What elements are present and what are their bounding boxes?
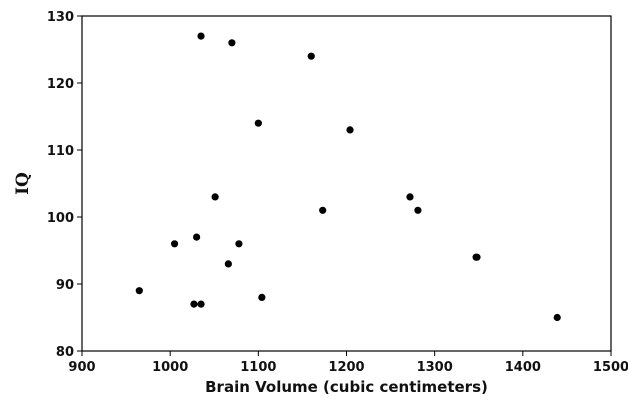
y-tick-label: 130 <box>47 10 74 25</box>
data-point <box>224 260 232 268</box>
data-point <box>254 119 262 127</box>
data-point <box>414 206 422 214</box>
data-point <box>228 39 236 47</box>
data-point <box>170 240 179 248</box>
plot-frame <box>81 15 612 352</box>
x-tick-label: 1000 <box>152 360 188 375</box>
x-axis-title: Brain Volume (cubic centimeters) <box>205 378 488 396</box>
data-point <box>135 287 143 295</box>
data-point <box>235 240 243 248</box>
data-point <box>197 300 205 308</box>
data-points <box>135 32 561 322</box>
x-tick-label: 1400 <box>505 360 541 375</box>
data-point <box>346 126 354 134</box>
y-tick-label: 110 <box>47 144 74 159</box>
data-point <box>406 193 414 201</box>
data-point <box>258 293 266 301</box>
x-tick-label: 900 <box>68 360 95 375</box>
y-tick-label: 90 <box>56 278 74 293</box>
y-tick-label: 80 <box>56 345 74 360</box>
data-point <box>307 52 315 60</box>
data-point <box>319 206 327 214</box>
data-point <box>473 253 481 261</box>
x-tick-label: 1500 <box>593 360 628 375</box>
data-point <box>190 300 198 308</box>
y-tick-label: 100 <box>47 211 74 226</box>
x-tick-label: 1300 <box>417 360 453 375</box>
x-tick-label: 1200 <box>328 360 364 375</box>
y-tick-label: 120 <box>47 77 74 92</box>
y-axis-title: IQ <box>13 172 33 195</box>
x-tick-label: 1100 <box>240 360 276 375</box>
data-point <box>197 32 205 40</box>
y-axis: 80 90 100 110 120 130 <box>47 10 82 360</box>
data-point <box>553 313 561 322</box>
data-point <box>193 233 201 241</box>
data-point <box>211 193 219 201</box>
x-axis: 900 1000 1100 1200 1300 1400 1500 <box>68 351 628 375</box>
